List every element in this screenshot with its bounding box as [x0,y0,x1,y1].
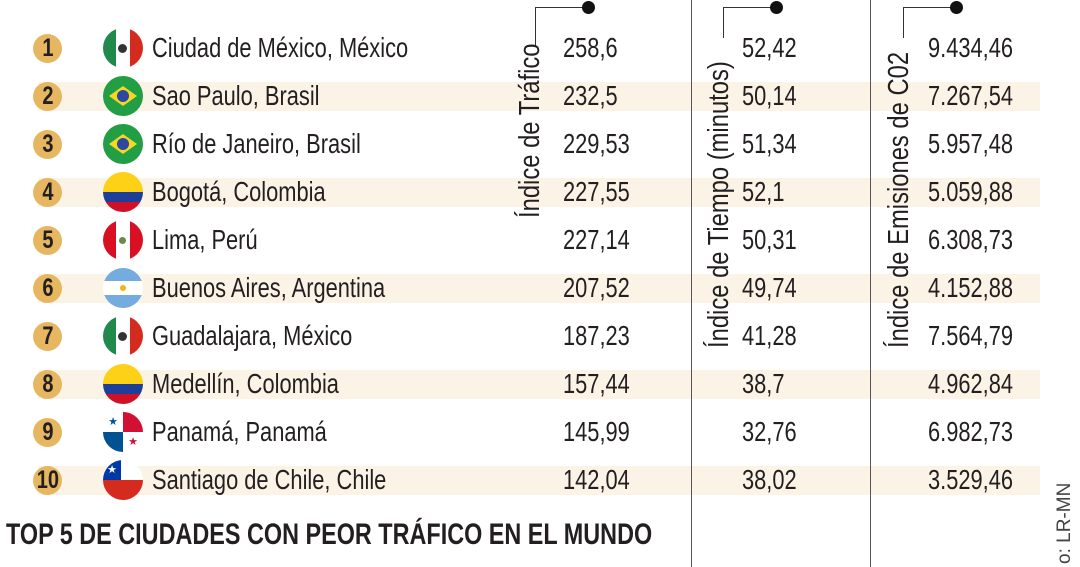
row-stripe [38,370,1040,399]
source-credit: o: LR-MN [1054,482,1075,564]
row-stripe [38,82,1040,111]
header-time-index: Índice de Tiempo (minutos) [703,61,735,348]
brazil-flag [103,76,143,116]
traffic-index-value: 227,14 [563,224,630,255]
time-index-value: 49,74 [742,272,797,303]
header-leader-line [723,7,776,38]
co2-index-value: 4.962,84 [928,368,1014,399]
header-dot [950,1,963,14]
row-stripe [38,466,1040,495]
city-name: Ciudad de México, México [152,32,409,63]
column-divider [691,0,692,567]
city-name: Río de Janeiro, Brasil [152,128,361,159]
mexico-flag [103,316,143,356]
header-dot [582,1,595,14]
rank-badge: 9 [33,418,62,447]
mexico-flag [103,28,143,68]
city-name: Panamá, Panamá [152,416,327,447]
co2-index-value: 7.564,79 [928,320,1014,351]
colombia-flag [103,364,143,404]
brazil-flag [103,124,143,164]
city-name: Bogotá, Colombia [152,176,326,207]
time-index-value: 32,76 [742,416,797,447]
time-index-value: 51,34 [742,128,797,159]
city-name: Medellín, Colombia [152,368,339,399]
traffic-index-value: 187,23 [563,320,630,351]
time-index-value: 52,1 [742,176,785,207]
traffic-index-value: 229,53 [563,128,630,159]
rank-badge: 7 [33,322,62,351]
panama-flag: ★ ★ [103,412,143,452]
argentina-flag [103,268,143,308]
time-index-value: 50,14 [742,80,797,111]
header-dot [770,1,783,14]
rank-badge: 2 [33,82,62,111]
traffic-index-value: 258,6 [563,32,618,63]
colombia-flag [103,172,143,212]
rank-badge: 1 [33,34,62,63]
chile-flag: ★ [103,460,143,500]
co2-index-value: 7.267,54 [928,80,1014,111]
traffic-index-value: 232,5 [563,80,618,111]
city-name: Buenos Aires, Argentina [152,272,386,303]
city-name: Lima, Perú [152,224,258,255]
peru-flag [103,220,143,260]
city-name: Santiago de Chile, Chile [152,464,387,495]
row-stripe [38,274,1040,303]
co2-index-value: 9.434,46 [928,32,1014,63]
rank-badge: 3 [33,130,62,159]
rank-badge: 4 [33,178,62,207]
header-co2-index: Índice de Emisiones de C02 [883,51,915,348]
city-name: Sao Paulo, Brasil [152,80,320,111]
time-index-value: 52,42 [742,32,797,63]
time-index-value: 50,31 [742,224,797,255]
header-traffic-index: Índice de Tráfico [514,43,546,219]
time-index-value: 38,02 [742,464,797,495]
rank-badge: 5 [33,226,62,255]
co2-index-value: 6.308,73 [928,224,1014,255]
co2-index-value: 3.529,46 [928,464,1014,495]
infographic-title: TOP 5 DE CIUDADES CON PEOR TRÁFICO EN EL… [6,518,653,551]
co2-index-value: 4.152,88 [928,272,1014,303]
city-name: Guadalajara, México [152,320,353,351]
co2-index-value: 5.059,88 [928,176,1014,207]
co2-index-value: 6.982,73 [928,416,1014,447]
traffic-index-value: 157,44 [563,368,630,399]
rank-badge: 10 [33,466,62,495]
traffic-index-value: 145,99 [563,416,630,447]
time-index-value: 41,28 [742,320,797,351]
rank-badge: 6 [33,274,62,303]
rank-badge: 8 [33,370,62,399]
header-leader-line [903,7,956,38]
column-divider [870,0,871,567]
traffic-index-value: 227,55 [563,176,630,207]
traffic-index-value: 142,04 [563,464,630,495]
row-stripe [38,178,1040,207]
co2-index-value: 5.957,48 [928,128,1014,159]
traffic-index-value: 207,52 [563,272,630,303]
header-leader-line [535,7,588,46]
time-index-value: 38,7 [742,368,785,399]
